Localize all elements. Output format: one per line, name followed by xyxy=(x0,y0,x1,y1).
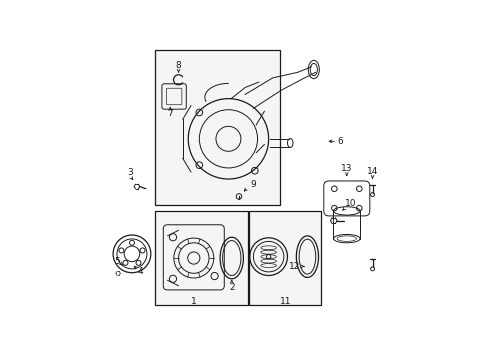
Text: 1: 1 xyxy=(190,297,196,306)
Bar xyxy=(155,211,247,305)
Text: 6: 6 xyxy=(337,137,343,146)
Text: 8: 8 xyxy=(175,61,181,70)
Text: 10: 10 xyxy=(344,199,355,208)
Bar xyxy=(249,211,321,305)
Text: 14: 14 xyxy=(366,167,378,176)
Text: 7: 7 xyxy=(167,109,173,118)
Bar xyxy=(155,50,279,205)
Text: 5: 5 xyxy=(114,257,120,266)
Text: 12: 12 xyxy=(289,262,300,271)
Text: 9: 9 xyxy=(250,180,256,189)
Text: 4: 4 xyxy=(137,267,143,276)
Text: 2: 2 xyxy=(228,283,234,292)
Text: 13: 13 xyxy=(340,164,352,173)
Text: 3: 3 xyxy=(127,168,133,177)
Text: 11: 11 xyxy=(279,297,290,306)
